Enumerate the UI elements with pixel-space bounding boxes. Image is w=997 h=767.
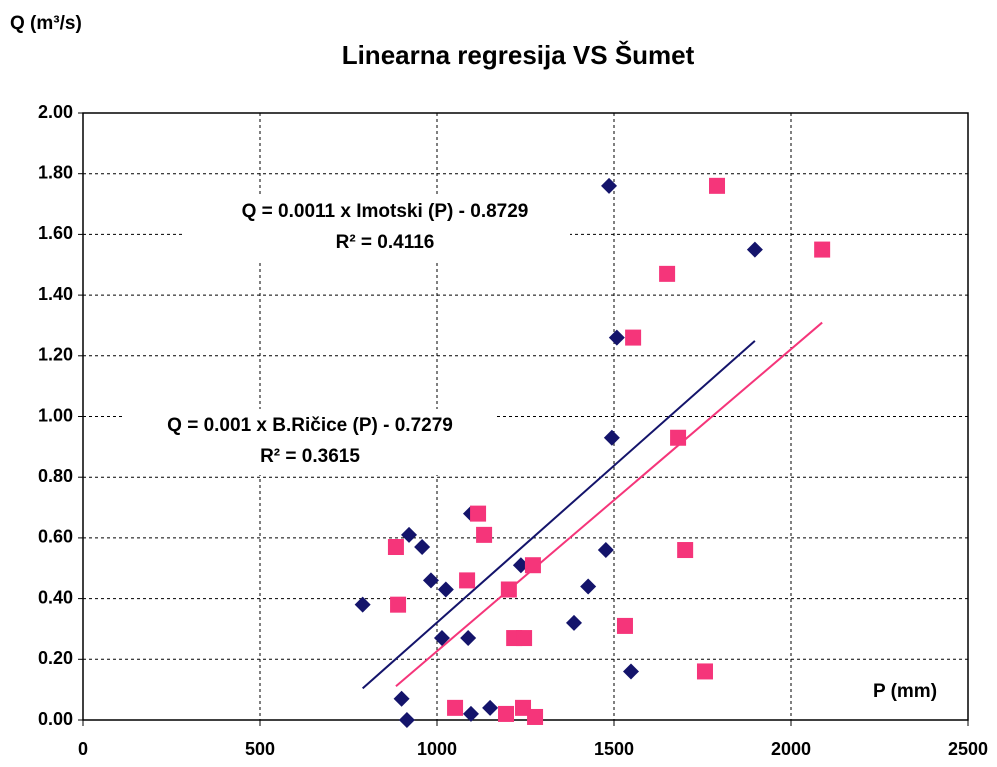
x-tick-label: 1500 — [594, 739, 634, 759]
point — [482, 699, 499, 716]
point — [422, 572, 439, 589]
x-tick-label: 500 — [245, 739, 275, 759]
y-tick-label: 1.60 — [38, 223, 73, 243]
annotation: Q = 0.0011 x Imotski (P) - 0.8729 — [242, 201, 529, 222]
point — [516, 630, 533, 647]
point — [354, 596, 371, 613]
annotation-bg — [185, 195, 570, 261]
point — [390, 596, 407, 613]
point — [709, 177, 726, 194]
point — [462, 705, 479, 722]
point — [460, 630, 477, 647]
point — [659, 265, 676, 282]
x-tick-label: 2500 — [948, 739, 988, 759]
y-tick-label: 0.80 — [38, 466, 73, 486]
point — [601, 177, 618, 194]
point — [398, 712, 415, 728]
plot-border — [82, 112, 969, 721]
point — [677, 542, 694, 559]
point — [459, 572, 476, 589]
x-tick-label: 2000 — [771, 739, 811, 759]
point — [437, 581, 454, 598]
y-tick-label: 1.40 — [38, 284, 73, 304]
x-tick-label: 0 — [78, 739, 88, 759]
y-tick-label: 1.80 — [38, 162, 73, 182]
y-tick-label: 2.00 — [38, 102, 73, 122]
point — [616, 617, 633, 634]
point — [447, 699, 464, 716]
point — [625, 329, 642, 346]
annotation: R² = 0.4116 — [336, 232, 435, 253]
point — [608, 329, 625, 346]
annotation: R² = 0.3615 — [260, 446, 360, 467]
point — [565, 614, 582, 631]
x-tick-label: 1000 — [417, 739, 457, 759]
y-tick-label: 1.20 — [38, 345, 73, 365]
y-axis-label: Q (m³/s) — [10, 13, 82, 34]
point — [597, 542, 614, 559]
point — [470, 505, 487, 522]
point — [512, 557, 529, 574]
y-tick-label: 0.40 — [38, 587, 73, 607]
y-tick-label: 1.00 — [38, 405, 73, 425]
point — [476, 526, 493, 543]
point — [524, 557, 541, 574]
point — [746, 241, 763, 258]
point — [527, 708, 544, 725]
y-tick-label: 0.60 — [38, 527, 73, 547]
chart-title: Linearna regresija VS Šumet — [342, 40, 695, 70]
point — [580, 578, 597, 595]
point — [393, 690, 410, 707]
point — [670, 429, 687, 446]
annotation-bg — [125, 409, 495, 475]
point — [814, 241, 831, 258]
y-tick-label: 0.20 — [38, 648, 73, 668]
point — [387, 539, 404, 556]
point — [414, 539, 431, 556]
y-tick-label: 0.00 — [38, 709, 73, 729]
point — [401, 526, 418, 543]
point — [622, 663, 639, 680]
trend-line — [395, 321, 823, 687]
point — [696, 663, 713, 680]
point — [498, 705, 515, 722]
point — [603, 429, 620, 446]
point — [515, 699, 532, 716]
trend-line — [361, 340, 756, 690]
annotation: Q = 0.001 x B.Ričice (P) - 0.7279 — [167, 415, 453, 436]
point — [433, 630, 450, 647]
point — [500, 581, 517, 598]
x-axis-label: P (mm) — [873, 681, 937, 702]
